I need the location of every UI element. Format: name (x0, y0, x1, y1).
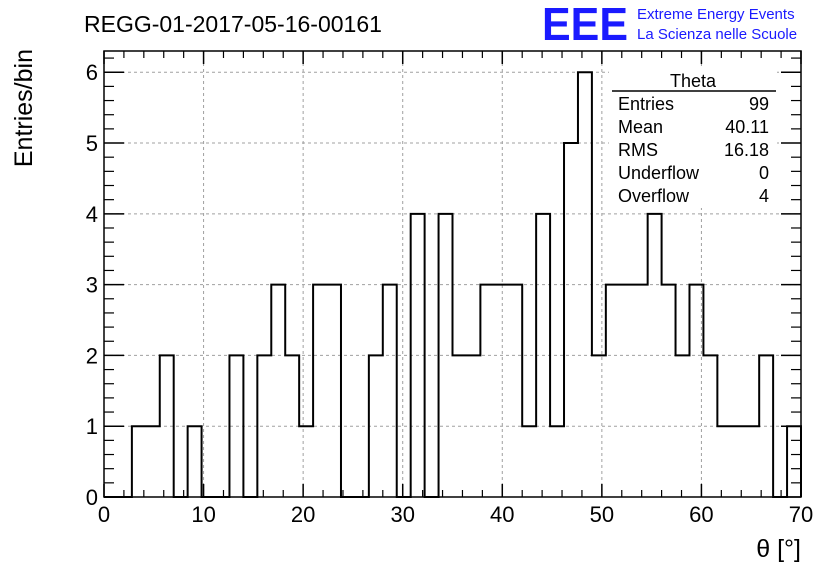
histogram-bin (550, 426, 564, 497)
histogram-bin (257, 355, 271, 497)
histogram-bin (522, 426, 536, 497)
org-name-line1: Extreme Energy Events (637, 6, 795, 23)
histogram-bin (508, 285, 522, 497)
histogram-bin (271, 285, 285, 497)
histogram-bin (480, 285, 494, 497)
histogram-bin (132, 426, 146, 497)
y-tick-labels: 0 1 2 3 4 5 6 (86, 60, 98, 510)
x-tick-label: 0 (98, 502, 110, 527)
histogram-bin (146, 426, 160, 497)
y-tick-label: 5 (86, 131, 98, 156)
x-tick-label: 40 (490, 502, 514, 527)
histogram-bin (383, 285, 397, 497)
histogram-bin (745, 426, 759, 497)
histogram-bin (662, 285, 676, 497)
stats-value-overflow: 4 (759, 186, 769, 206)
stats-label-entries: Entries (618, 94, 674, 114)
run-title: REGG-01-2017-05-16-00161 (84, 11, 382, 37)
x-tick-label: 30 (390, 502, 414, 527)
x-tick-label: 20 (291, 502, 315, 527)
stats-value-entries: 99 (749, 94, 769, 114)
y-tick-label: 3 (86, 273, 98, 298)
histogram-bin (327, 285, 341, 497)
stats-title: Theta (670, 71, 717, 91)
stats-label-mean: Mean (618, 117, 663, 137)
x-tick-label: 10 (191, 502, 215, 527)
histogram-bin (313, 285, 327, 497)
y-tick-label: 6 (86, 60, 98, 85)
eee-logo: EEE (542, 0, 628, 50)
histogram-bin (717, 426, 731, 497)
histogram-bin (634, 285, 648, 497)
histogram-bin (564, 143, 578, 497)
stats-value-mean: 40.11 (725, 117, 769, 137)
x-tick-label: 60 (689, 502, 713, 527)
histogram-bin (648, 214, 662, 497)
histogram-bin (787, 426, 801, 497)
y-axis-label: Entries/bin (10, 49, 38, 167)
stats-label-rms: RMS (618, 140, 658, 160)
stats-label-overflow: Overflow (618, 186, 690, 206)
org-name-line2: La Scienza nelle Scuole (637, 26, 797, 43)
stats-value-rms: 16.18 (724, 140, 769, 160)
y-tick-label: 4 (86, 202, 98, 227)
stats-label-underflow: Underflow (618, 163, 700, 183)
histogram-outline (104, 71, 802, 498)
stats-box: Theta Entries 99 Mean 40.11 RMS 16.18 Un… (609, 68, 777, 208)
histogram-bin (606, 285, 620, 497)
stats-value-underflow: 0 (759, 163, 769, 183)
histogram-bin (620, 285, 634, 497)
y-tick-label: 0 (86, 485, 98, 510)
histogram-bin (494, 285, 508, 497)
y-tick-label: 2 (86, 343, 98, 368)
histogram-bin (299, 426, 313, 497)
x-tick-label: 50 (590, 502, 614, 527)
x-tick-labels: 0 10 20 30 40 50 60 70 (98, 502, 813, 527)
plot-frame (103, 50, 802, 498)
x-axis-label: θ [°] (756, 535, 801, 563)
y-tick-label: 1 (86, 414, 98, 439)
histogram-bin (731, 426, 745, 497)
histogram-bin (188, 426, 202, 497)
x-tick-label: 70 (789, 502, 813, 527)
